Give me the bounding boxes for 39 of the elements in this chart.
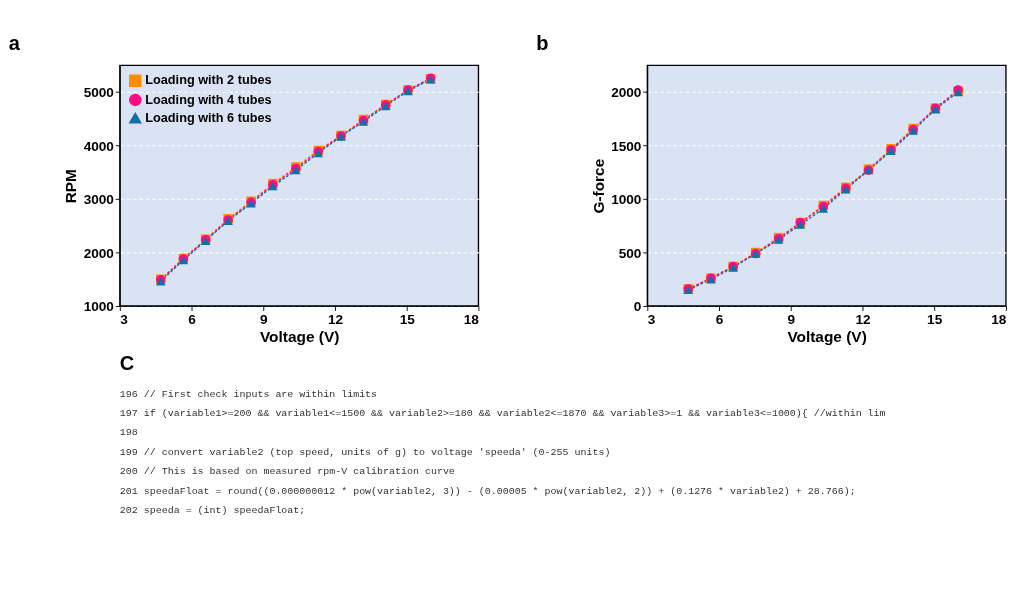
x-tick-label: 18 [463, 311, 480, 327]
x-tick-label: 15 [927, 311, 943, 327]
y-tick-label: 1000 [83, 299, 115, 314]
legend-label: Loading with 4 tubes [145, 91, 272, 107]
y-axis-title: G-force [589, 158, 607, 214]
x-axis-title: Voltage (V) [259, 327, 340, 345]
y-tick-label: 2000 [611, 85, 642, 101]
x-tick-label: 15 [399, 311, 416, 327]
text: 199 // convert variable2 (top speed, units of g) to voltage 'speeda' (0-255 units) [119, 446, 611, 458]
y-tick-label: 4000 [83, 138, 115, 154]
y-axis-title: RPM [62, 169, 80, 204]
x-axis-title: Voltage (V) [787, 327, 867, 345]
x-tick-label: 9 [259, 311, 268, 327]
y-tick-label: 0 [633, 299, 642, 314]
x-tick-label: 12 [327, 311, 344, 327]
x-tick-label: 9 [787, 311, 796, 327]
chart-title: a [8, 31, 21, 54]
x-tick-label: 3 [120, 311, 129, 327]
x-tick-label: 3 [647, 311, 656, 327]
y-tick-label: 2000 [83, 245, 115, 261]
y-tick-label: 500 [618, 245, 642, 261]
y-tick-label: 1500 [611, 138, 642, 154]
text: 201 speedaFloat = round((0.000000012 * pow(variable2, 3)) - (0.00005 * pow(variable2, 2)) + (0.1276 * variable2) + 28.766); [119, 485, 856, 497]
text: C [119, 352, 135, 375]
text: 202 speeda = (int) speedaFloat; [119, 505, 306, 517]
legend-label: Loading with 6 tubes [145, 109, 272, 125]
text: 198 [119, 427, 138, 439]
x-tick-label: 6 [188, 311, 197, 327]
x-tick-label: 12 [855, 311, 871, 327]
text: 197 if (variable1>=200 && variable1<=1500 && variable2>=180 && variable2<=1870 && variable3>=1 && variable3<=1000){ //within lim [119, 407, 886, 419]
text: 196 // First check inputs are within limits [119, 388, 378, 400]
chart-title: b [536, 31, 549, 54]
legend-label: Loading with 2 tubes [145, 72, 272, 88]
y-tick-label: 5000 [83, 85, 115, 101]
text: 200 // This is based on measured rpm-V calibration curve [119, 466, 455, 478]
x-tick-label: 6 [715, 311, 724, 327]
y-tick-label: 3000 [83, 192, 115, 208]
x-tick-label: 18 [991, 311, 1007, 327]
y-tick-label: 1000 [611, 192, 642, 208]
